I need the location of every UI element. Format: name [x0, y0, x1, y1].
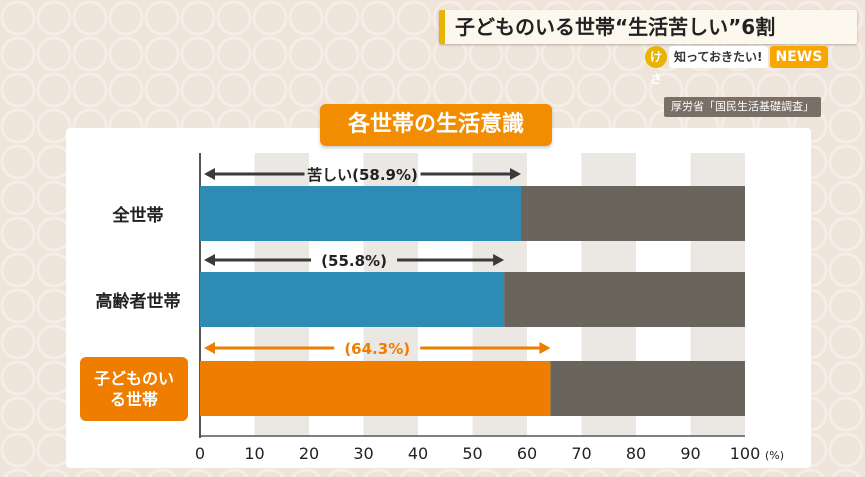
bar-struggling — [200, 272, 505, 327]
category-label-children-text: 子どものいる世帯 — [94, 369, 175, 409]
annotation-label: (64.3%) — [344, 340, 410, 358]
x-tick-label: 100 — [730, 444, 761, 463]
news-badge: NEWS — [769, 46, 829, 68]
annotation-arrowhead-right — [493, 254, 505, 266]
x-unit-label: (%) — [765, 449, 784, 462]
program-tagline: 知っておきたい! — [669, 46, 768, 68]
x-tick-label: 20 — [299, 444, 319, 463]
category-label-elderly: 高齢者世帯 — [95, 292, 181, 312]
bar-struggling — [200, 361, 551, 416]
annotation-arrowhead-right — [510, 168, 522, 180]
source-label: 厚労省「国民生活基礎調査」 — [664, 97, 821, 117]
annotation-arrowhead-left — [204, 254, 215, 266]
x-tick-label: 80 — [626, 444, 646, 463]
bar-rest — [504, 272, 745, 327]
bar-struggling — [200, 186, 522, 241]
annotation-label: 苦しい(58.9%) — [307, 166, 418, 184]
annotation-arrowhead-left — [204, 168, 215, 180]
x-tick-label: 40 — [408, 444, 428, 463]
annotation-arrowhead-left — [204, 342, 215, 354]
headline-banner: 子どものいる世帯“生活苦しい”6割 — [439, 10, 857, 44]
annotation-label: (55.8%) — [321, 252, 387, 270]
x-tick-label: 90 — [680, 444, 700, 463]
x-tick-label: 50 — [462, 444, 482, 463]
bar-rest — [550, 361, 745, 416]
bar-rest — [521, 186, 745, 241]
x-tick-label: 70 — [571, 444, 591, 463]
chart-title: 各世帯の生活意識 — [320, 104, 552, 146]
category-label-children: 子どものいる世帯 — [80, 357, 188, 421]
program-brand: けさ 知っておきたい! NEWS — [645, 46, 829, 86]
annotation-arrowhead-right — [539, 342, 551, 354]
x-tick-label: 30 — [353, 444, 373, 463]
program-logo: けさ — [645, 46, 667, 86]
x-tick-label: 60 — [517, 444, 537, 463]
x-tick-label: 10 — [244, 444, 264, 463]
category-label-all: 全世帯 — [112, 206, 164, 226]
x-tick-label: 0 — [195, 444, 205, 463]
